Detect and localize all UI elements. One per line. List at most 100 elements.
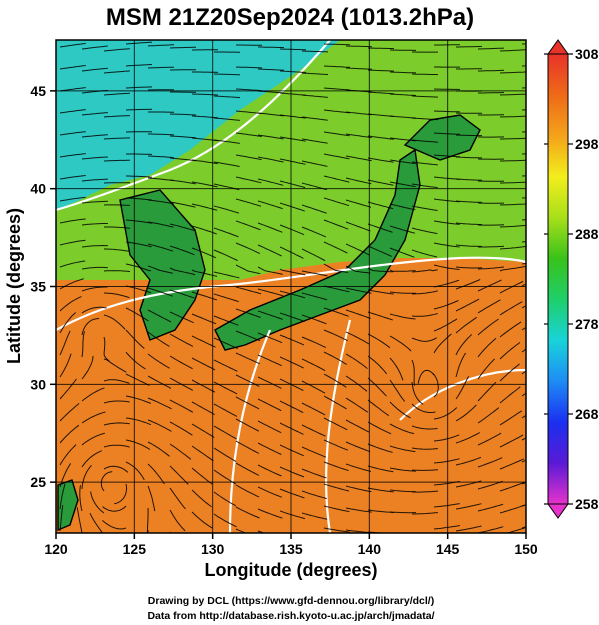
streamline	[279, 114, 306, 119]
streamline	[59, 65, 86, 70]
streamline	[191, 159, 218, 165]
streamline	[389, 511, 416, 514]
temperature-cool-region	[56, 40, 340, 210]
streamline	[345, 45, 373, 48]
streamline	[147, 221, 174, 228]
streamline	[411, 313, 438, 317]
streamline	[455, 222, 482, 225]
streamline	[433, 458, 460, 464]
streamline	[81, 45, 108, 50]
streamline	[103, 314, 126, 330]
streamline	[301, 468, 327, 479]
streamline	[257, 200, 283, 210]
streamline	[279, 356, 304, 369]
streamline	[125, 307, 149, 322]
streamline	[257, 288, 284, 297]
streamline	[432, 373, 439, 398]
wind-streamlines	[59, 41, 526, 540]
streamline	[323, 263, 349, 273]
streamline	[257, 266, 283, 275]
x-tick-label: 145	[436, 541, 460, 557]
streamline	[411, 337, 438, 342]
streamline	[367, 399, 390, 417]
streamline	[477, 381, 497, 402]
x-tick-label: 140	[358, 541, 382, 557]
credit-drawing: Drawing by DCL (https://www.gfd-dennou.o…	[148, 595, 434, 607]
streamline	[499, 363, 520, 382]
streamline	[213, 359, 238, 372]
streamline	[301, 248, 326, 262]
streamline	[455, 316, 477, 334]
streamline	[125, 351, 146, 370]
streamline	[213, 205, 240, 214]
streamline	[279, 466, 305, 478]
streamline	[455, 200, 483, 203]
streamline	[76, 507, 83, 533]
streamline	[169, 135, 196, 139]
y-tick-label: 25	[30, 474, 46, 490]
colorbar-tick-label: 298	[575, 136, 599, 152]
streamline	[79, 485, 83, 512]
streamline	[499, 203, 526, 206]
streamline	[191, 137, 218, 142]
streamline	[345, 419, 370, 433]
streamline	[213, 337, 238, 349]
streamline	[323, 87, 350, 91]
streamline	[59, 153, 86, 158]
streamline	[301, 424, 326, 437]
streamline	[103, 92, 130, 96]
streamline	[411, 139, 438, 143]
streamline	[103, 204, 131, 206]
streamline	[345, 67, 373, 70]
streamline	[478, 245, 505, 248]
streamline	[389, 93, 417, 96]
streamline	[81, 387, 105, 402]
streamline	[103, 422, 130, 426]
streamline	[257, 376, 282, 389]
streamline	[213, 249, 238, 262]
streamline	[499, 301, 523, 316]
streamline	[235, 264, 261, 275]
streamline	[235, 308, 261, 318]
streamline	[389, 247, 415, 258]
x-tick-label: 120	[44, 541, 68, 557]
streamline	[499, 49, 526, 52]
streamline	[302, 535, 328, 540]
streamline	[499, 481, 525, 492]
streamline	[411, 183, 438, 189]
streamline	[301, 490, 327, 500]
streamline	[169, 179, 196, 185]
streamline	[499, 434, 524, 448]
streamline	[367, 223, 393, 233]
streamline	[412, 534, 438, 536]
streamline	[100, 471, 113, 492]
streamline	[59, 175, 86, 180]
streamline	[433, 407, 458, 420]
streamline	[279, 48, 307, 51]
streamline	[389, 137, 416, 142]
streamline	[169, 223, 196, 232]
streamline	[169, 333, 194, 347]
streamline	[345, 331, 370, 345]
streamline	[213, 227, 239, 238]
streamline	[345, 177, 372, 185]
streamline	[81, 286, 108, 292]
streamline	[367, 91, 394, 95]
streamline	[147, 331, 170, 347]
streamline	[367, 69, 395, 72]
streamline	[235, 440, 260, 454]
streamline	[81, 178, 108, 182]
streamline	[345, 133, 372, 139]
streamline	[499, 115, 526, 118]
streamline	[411, 117, 438, 121]
streamline	[477, 503, 504, 512]
streamline	[477, 526, 504, 533]
streamline	[125, 461, 145, 481]
streamline	[323, 483, 350, 492]
streamline	[125, 197, 152, 201]
streamline	[191, 401, 215, 416]
streamline	[367, 421, 392, 435]
streamline	[257, 112, 284, 117]
streamline	[455, 178, 483, 181]
streamline	[169, 421, 193, 436]
